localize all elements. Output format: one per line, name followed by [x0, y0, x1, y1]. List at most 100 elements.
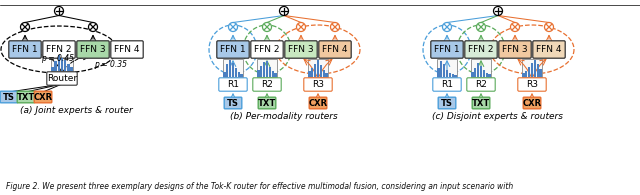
Bar [58, 55, 60, 71]
Circle shape [296, 22, 305, 32]
Circle shape [54, 6, 63, 15]
FancyBboxPatch shape [309, 97, 327, 109]
Bar [440, 61, 442, 77]
Bar [275, 73, 276, 77]
Bar [449, 73, 451, 77]
Text: p = 0.45: p = 0.45 [41, 54, 74, 63]
Circle shape [20, 22, 29, 32]
Bar [58, 55, 60, 71]
Text: R1: R1 [227, 80, 239, 89]
Bar [226, 64, 228, 77]
FancyBboxPatch shape [472, 97, 490, 109]
Bar [528, 67, 531, 77]
FancyBboxPatch shape [304, 78, 332, 91]
Text: FFN 3: FFN 3 [502, 45, 528, 54]
Bar [263, 62, 265, 77]
Bar [223, 59, 243, 77]
Bar [471, 72, 474, 77]
Bar [308, 71, 310, 77]
Bar [323, 70, 325, 77]
Bar [235, 68, 237, 77]
FancyBboxPatch shape [258, 97, 276, 109]
Bar [522, 73, 525, 77]
Bar [437, 68, 440, 77]
Bar [64, 60, 67, 71]
Bar [260, 66, 262, 77]
Bar [257, 59, 277, 77]
Bar [317, 60, 319, 77]
FancyBboxPatch shape [319, 41, 351, 58]
FancyBboxPatch shape [431, 41, 463, 58]
Bar [446, 70, 448, 77]
Text: FFN 2: FFN 2 [254, 45, 280, 54]
Bar [232, 63, 234, 77]
Bar [320, 65, 322, 77]
Circle shape [88, 22, 97, 32]
Circle shape [442, 22, 451, 32]
Bar [536, 64, 539, 77]
Bar [271, 71, 274, 77]
Bar [534, 60, 536, 77]
Bar [311, 68, 314, 77]
Bar [320, 65, 322, 77]
Circle shape [493, 6, 502, 15]
Text: FFN 2: FFN 2 [46, 45, 72, 54]
FancyBboxPatch shape [111, 41, 143, 58]
Text: Router: Router [47, 74, 77, 83]
FancyBboxPatch shape [438, 97, 456, 109]
Text: R3: R3 [526, 80, 538, 89]
Bar [232, 63, 234, 77]
Bar [229, 60, 231, 77]
Text: TXT: TXT [472, 98, 490, 107]
Bar [531, 63, 533, 77]
Bar [454, 75, 457, 77]
Text: FFN 2: FFN 2 [468, 45, 493, 54]
FancyBboxPatch shape [77, 41, 109, 58]
Bar [488, 74, 491, 77]
Bar [326, 73, 328, 77]
Bar [488, 74, 491, 77]
Bar [483, 70, 485, 77]
FancyBboxPatch shape [467, 78, 495, 91]
Bar [263, 62, 265, 77]
Text: p = 0.35: p = 0.35 [94, 60, 127, 69]
Text: CXR: CXR [522, 98, 541, 107]
Bar [241, 74, 243, 77]
Bar [477, 63, 479, 77]
Bar [308, 59, 328, 77]
Circle shape [228, 22, 237, 32]
Bar [452, 74, 454, 77]
FancyBboxPatch shape [524, 97, 541, 109]
Text: CXR: CXR [33, 92, 52, 102]
Text: TXT: TXT [17, 92, 35, 102]
FancyBboxPatch shape [465, 41, 497, 58]
FancyBboxPatch shape [0, 91, 18, 103]
Bar [528, 67, 531, 77]
Bar [269, 67, 271, 77]
Bar [275, 73, 276, 77]
Bar [51, 53, 73, 71]
Bar [486, 73, 488, 77]
Bar [449, 73, 451, 77]
Bar [241, 74, 243, 77]
Text: TS: TS [441, 98, 453, 107]
Bar [237, 72, 240, 77]
Bar [446, 70, 448, 77]
Bar [536, 64, 539, 77]
Bar [522, 59, 542, 77]
Bar [257, 70, 260, 77]
Bar [61, 58, 63, 71]
Text: (b) Per-modality routers: (b) Per-modality routers [230, 112, 338, 121]
FancyBboxPatch shape [47, 72, 77, 85]
FancyBboxPatch shape [433, 78, 461, 91]
Bar [443, 64, 445, 77]
Text: R2: R2 [261, 80, 273, 89]
Text: FFN 1: FFN 1 [220, 45, 246, 54]
Bar [271, 71, 274, 77]
Bar [522, 73, 525, 77]
FancyBboxPatch shape [251, 41, 283, 58]
Bar [61, 58, 63, 71]
Text: TXT: TXT [258, 98, 276, 107]
Bar [229, 60, 231, 77]
Bar [474, 68, 476, 77]
